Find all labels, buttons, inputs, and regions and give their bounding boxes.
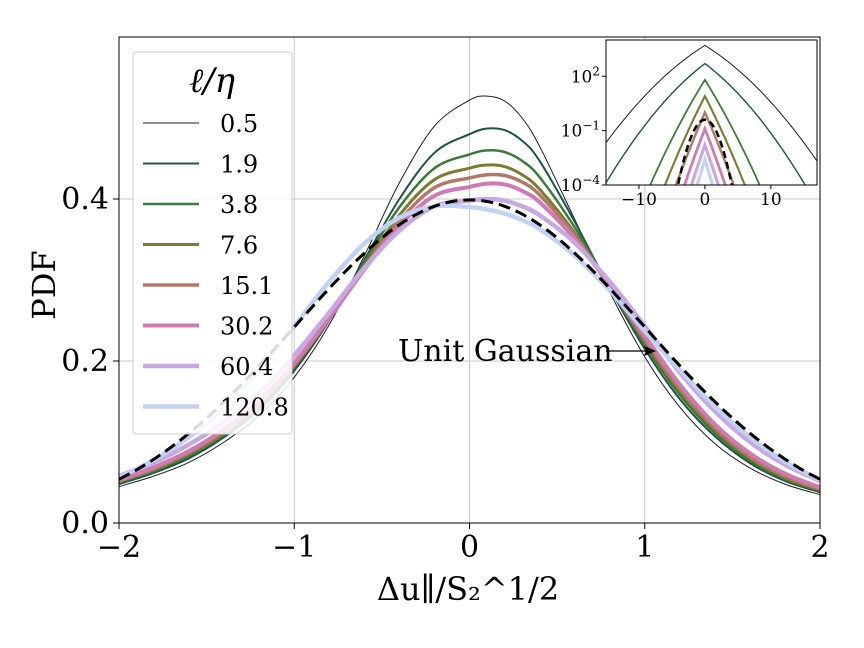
legend-label: 3.8 — [220, 191, 258, 219]
legend-title: ℓ/η — [189, 61, 236, 101]
inset-series-120.8 — [695, 154, 715, 185]
legend-label: 15.1 — [220, 272, 273, 300]
inset-series-3.8 — [649, 78, 761, 185]
inset-y-tick-label: 10−1 — [561, 119, 600, 142]
legend-label: 1.9 — [220, 151, 258, 179]
inset-series-15.1 — [674, 109, 736, 185]
unit-gaussian-annotation: Unit Gaussian — [398, 334, 613, 369]
x-tick-label: −1 — [272, 530, 316, 565]
legend-items: 0.5 1.9 3.8 7.6 15.1 30.2 60.4 120.8 — [143, 110, 289, 422]
x-tick-label: −2 — [97, 530, 141, 565]
annotation-arrow-head — [644, 346, 656, 356]
legend-label: 120.8 — [220, 394, 289, 422]
x-tick-label: 1 — [635, 530, 654, 565]
inset-y-tick-label: 102 — [571, 64, 600, 87]
inset-x-tick-label: 10 — [760, 190, 782, 210]
inset-series-30.2 — [683, 124, 727, 185]
y-tick-label: 0.0 — [61, 506, 109, 541]
inset-reference-gaussian — [676, 118, 734, 185]
inset-y-tick-label: 10−4 — [561, 173, 601, 196]
x-tick-label: 0 — [460, 530, 479, 565]
inset-series-60.4 — [689, 140, 720, 185]
legend-box — [132, 51, 293, 435]
main-ticks: −2 −1 0 1 20.00.20.4 — [61, 182, 829, 565]
x-axis-label: Δu∥/S₂^1/2 — [377, 570, 559, 608]
inset-series-lines — [606, 44, 817, 185]
legend: ℓ/η 0.5 1.9 3.8 7.6 15.1 30.2 60.4 120.8 — [132, 51, 293, 435]
y-tick-label: 0.2 — [61, 344, 109, 379]
legend-label: 30.2 — [220, 313, 273, 341]
legend-label: 0.5 — [220, 110, 258, 138]
inset-series-7.6 — [663, 93, 746, 185]
inset-frame — [605, 39, 818, 186]
inset-ticks: −10 0 10 10−4 10−1 102 — [561, 64, 782, 210]
inset-x-tick-label: −10 — [621, 190, 657, 210]
inset-x-tick-label: 0 — [699, 190, 710, 210]
y-axis-label: PDF — [25, 250, 63, 319]
inset-chart: −10 0 10 10−4 10−1 102 — [561, 39, 818, 210]
legend-label: 7.6 — [220, 232, 258, 260]
legend-label: 60.4 — [220, 353, 273, 381]
y-tick-label: 0.4 — [61, 182, 109, 217]
inset-series-1.9 — [606, 62, 806, 185]
inset-series-0.5 — [606, 44, 817, 162]
x-tick-label: 2 — [810, 530, 829, 565]
